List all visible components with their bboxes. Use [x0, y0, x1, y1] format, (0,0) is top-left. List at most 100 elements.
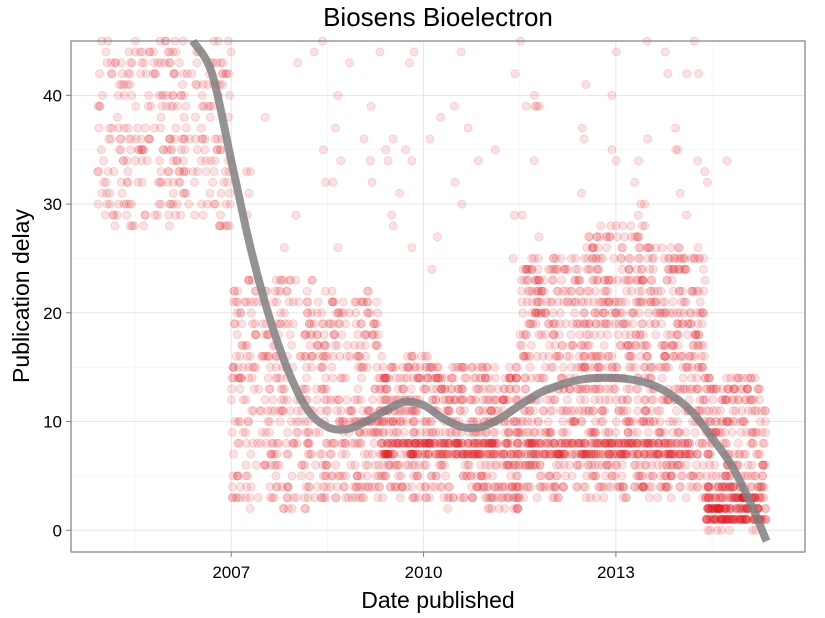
data-point: [265, 362, 275, 372]
data-point: [278, 384, 288, 394]
data-point: [241, 297, 251, 307]
data-point: [566, 340, 575, 350]
data-point: [115, 134, 125, 144]
data-point: [378, 427, 388, 437]
data-point: [516, 417, 526, 426]
data-point: [118, 156, 128, 166]
data-point: [661, 438, 671, 448]
data-point: [386, 449, 396, 459]
data-point: [644, 308, 653, 318]
data-point: [659, 351, 669, 361]
data-point: [731, 417, 740, 426]
data-point: [469, 373, 479, 383]
data-point: [432, 232, 442, 242]
data-point: [380, 471, 390, 481]
data-point: [197, 91, 207, 100]
data-point: [624, 417, 633, 426]
data-point: [145, 47, 155, 57]
data-point: [668, 297, 678, 307]
data-point: [510, 460, 520, 470]
data-point: [317, 319, 327, 329]
data-point: [253, 493, 263, 503]
data-point: [260, 112, 270, 122]
data-point: [610, 471, 620, 481]
data-point: [330, 438, 340, 448]
data-point: [336, 406, 346, 416]
data-point: [169, 69, 179, 78]
data-point: [379, 417, 389, 426]
data-point: [337, 330, 347, 340]
data-point: [458, 362, 468, 372]
data-point: [170, 134, 180, 144]
data-point: [365, 156, 375, 166]
data-point: [302, 438, 312, 448]
data-point: [618, 243, 627, 253]
data-point: [482, 362, 492, 372]
data-point: [613, 330, 623, 340]
data-point: [622, 319, 632, 329]
data-point: [388, 134, 398, 144]
data-point: [288, 297, 298, 307]
data-point: [436, 384, 446, 394]
data-point: [154, 199, 164, 209]
data-point: [244, 373, 254, 383]
data-point: [197, 134, 207, 144]
data-point: [165, 134, 175, 144]
data-point: [215, 145, 225, 155]
data-point: [221, 199, 231, 209]
data-point: [660, 427, 669, 437]
data-point: [135, 47, 145, 57]
data-point: [603, 330, 612, 340]
data-point: [307, 351, 317, 361]
data-point: [233, 471, 243, 481]
data-point: [420, 362, 430, 372]
data-point: [139, 58, 149, 68]
data-point: [162, 91, 172, 100]
data-point: [296, 460, 306, 470]
data-point: [174, 167, 184, 176]
data-point: [93, 101, 103, 111]
data-point: [459, 373, 469, 383]
data-point: [660, 47, 670, 57]
data-point: [329, 330, 339, 340]
data-point: [228, 449, 238, 459]
data-point: [351, 351, 361, 361]
data-point: [582, 264, 592, 274]
data-point: [604, 297, 614, 307]
data-point: [523, 460, 533, 470]
data-point: [95, 101, 104, 111]
data-point: [324, 319, 334, 329]
data-point: [712, 406, 721, 416]
data-point: [641, 438, 651, 448]
data-point: [232, 493, 242, 503]
data-point: [293, 427, 303, 437]
data-point: [317, 384, 327, 394]
data-point: [326, 395, 336, 405]
data-point: [603, 351, 613, 361]
data-point: [343, 493, 353, 503]
data-point: [690, 427, 700, 437]
data-point: [206, 156, 216, 166]
data-point: [298, 460, 308, 470]
data-point: [457, 199, 467, 209]
data-point: [286, 275, 295, 285]
data-point: [411, 427, 421, 437]
data-point: [114, 199, 123, 209]
data-point: [337, 373, 347, 383]
data-point: [237, 319, 247, 329]
data-point: [242, 340, 252, 350]
data-point: [471, 482, 481, 492]
data-point: [228, 362, 238, 372]
data-point: [164, 134, 174, 144]
data-point: [567, 297, 577, 307]
data-point: [246, 482, 256, 492]
data-point: [321, 373, 331, 383]
data-point: [178, 188, 188, 198]
data-point: [676, 351, 686, 361]
data-point: [418, 384, 428, 394]
y-tick-label: 10: [43, 413, 62, 432]
data-point: [156, 123, 166, 133]
data-point: [393, 438, 403, 448]
data-point: [312, 330, 322, 340]
data-point: [531, 275, 540, 285]
